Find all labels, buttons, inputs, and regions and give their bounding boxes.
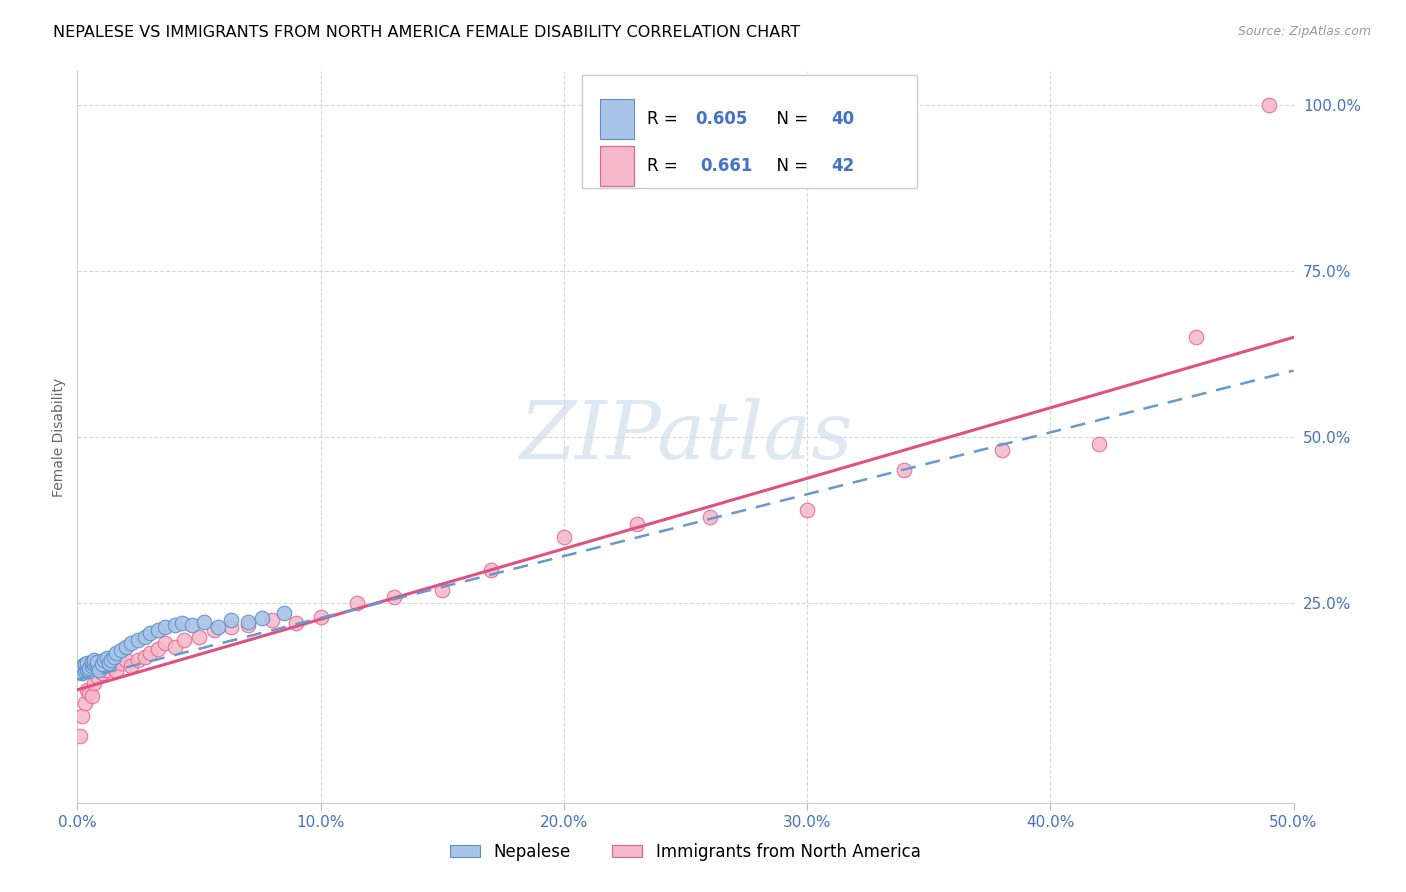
- Legend: Nepalese, Immigrants from North America: Nepalese, Immigrants from North America: [443, 837, 928, 868]
- Point: [479, 563, 502, 577]
- Point: [153, 619, 176, 633]
- Point: [76, 656, 98, 670]
- Point: [180, 617, 202, 632]
- FancyBboxPatch shape: [582, 75, 917, 188]
- Point: [193, 615, 215, 629]
- Point: [93, 653, 115, 667]
- Point: [69, 729, 91, 743]
- Point: [285, 616, 308, 631]
- Point: [80, 655, 103, 669]
- Point: [115, 653, 138, 667]
- Point: [76, 682, 98, 697]
- Point: [236, 615, 259, 629]
- Point: [236, 617, 259, 632]
- Point: [110, 643, 132, 657]
- Point: [382, 590, 405, 604]
- Point: [699, 509, 721, 524]
- Point: [202, 623, 225, 637]
- FancyBboxPatch shape: [600, 99, 634, 139]
- Point: [173, 632, 195, 647]
- Text: N =: N =: [766, 157, 813, 175]
- Point: [70, 666, 93, 681]
- Text: 42: 42: [831, 157, 855, 175]
- Point: [127, 653, 149, 667]
- Point: [83, 653, 105, 667]
- Point: [115, 640, 138, 654]
- Point: [430, 582, 453, 597]
- Point: [188, 630, 211, 644]
- Point: [127, 632, 149, 647]
- Point: [79, 686, 101, 700]
- Point: [103, 649, 125, 664]
- Point: [273, 607, 295, 621]
- Point: [134, 630, 156, 644]
- Point: [96, 663, 118, 677]
- Point: [80, 690, 103, 704]
- Text: N =: N =: [766, 110, 813, 128]
- Point: [100, 653, 122, 667]
- Point: [83, 676, 105, 690]
- Point: [146, 641, 169, 656]
- Point: [163, 640, 186, 654]
- Point: [89, 663, 111, 677]
- Point: [219, 619, 242, 633]
- Point: [1258, 97, 1281, 112]
- Point: [105, 664, 128, 678]
- Point: [73, 657, 96, 672]
- Text: NEPALESE VS IMMIGRANTS FROM NORTH AMERICA FEMALE DISABILITY CORRELATION CHART: NEPALESE VS IMMIGRANTS FROM NORTH AMERIC…: [53, 25, 800, 40]
- Point: [96, 650, 118, 665]
- Text: 0.661: 0.661: [700, 157, 752, 175]
- Text: 0.605: 0.605: [695, 110, 748, 128]
- Point: [79, 661, 101, 675]
- FancyBboxPatch shape: [600, 145, 634, 186]
- Point: [70, 709, 93, 723]
- Point: [79, 664, 101, 678]
- Point: [110, 656, 132, 670]
- Point: [796, 503, 818, 517]
- Point: [80, 659, 103, 673]
- Point: [153, 636, 176, 650]
- Point: [100, 659, 122, 673]
- Point: [90, 666, 112, 681]
- Point: [139, 646, 162, 660]
- Point: [134, 649, 156, 664]
- Point: [86, 655, 108, 669]
- Point: [990, 443, 1012, 458]
- Point: [207, 619, 229, 633]
- Text: ZIPatlas: ZIPatlas: [519, 399, 852, 475]
- Text: 40: 40: [831, 110, 855, 128]
- Point: [893, 463, 915, 477]
- Point: [120, 659, 142, 673]
- Point: [309, 609, 332, 624]
- Point: [76, 663, 98, 677]
- Point: [90, 657, 112, 672]
- Point: [73, 664, 96, 678]
- Point: [260, 613, 283, 627]
- Point: [346, 596, 368, 610]
- Point: [105, 646, 128, 660]
- Text: R =: R =: [647, 110, 682, 128]
- Point: [139, 626, 162, 640]
- Text: Source: ZipAtlas.com: Source: ZipAtlas.com: [1237, 25, 1371, 38]
- Text: R =: R =: [647, 157, 688, 175]
- Point: [626, 516, 648, 531]
- Point: [250, 611, 273, 625]
- Point: [219, 613, 242, 627]
- Y-axis label: Female Disability: Female Disability: [52, 377, 66, 497]
- Point: [69, 663, 91, 677]
- Point: [163, 617, 186, 632]
- Point: [70, 659, 93, 673]
- Point: [97, 656, 120, 670]
- Point: [120, 636, 142, 650]
- Point: [86, 669, 108, 683]
- Point: [73, 696, 96, 710]
- Point: [1185, 330, 1208, 344]
- Point: [1088, 436, 1111, 450]
- Point: [170, 616, 193, 631]
- Point: [83, 657, 105, 672]
- Point: [553, 530, 575, 544]
- Point: [86, 659, 108, 673]
- Point: [146, 623, 169, 637]
